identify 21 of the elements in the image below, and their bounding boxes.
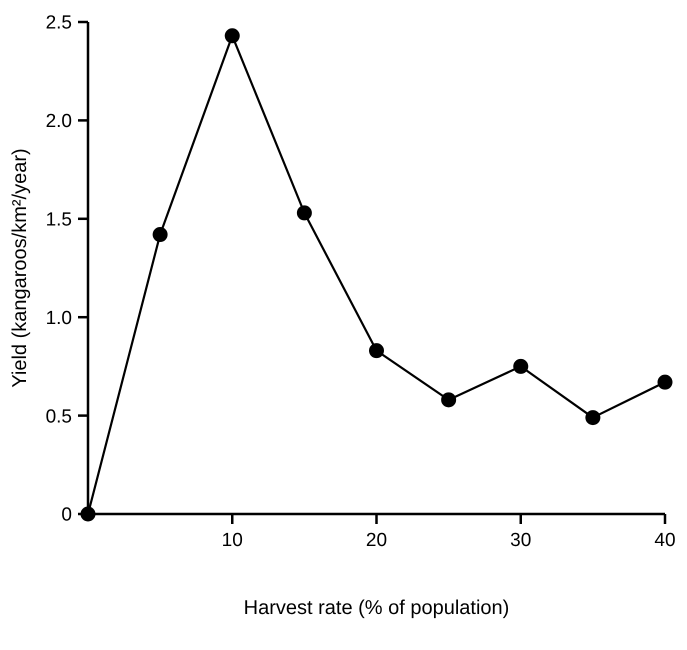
x-axis-title: Harvest rate (% of population) (244, 597, 510, 619)
y-tick-label: 1.5 (46, 209, 72, 230)
y-axis-title: Yield (kangaroos/km²/year) (9, 148, 31, 388)
x-tick-label: 10 (222, 530, 243, 551)
y-tick-label: 0 (61, 504, 72, 526)
point (658, 374, 672, 390)
point (585, 410, 600, 426)
point (513, 358, 528, 374)
y-tick-label: 0.5 (46, 406, 72, 428)
point (441, 392, 456, 408)
point (152, 227, 168, 242)
point (369, 343, 384, 358)
point (80, 506, 96, 522)
y-tick-label: 2.0 (46, 111, 72, 132)
y-tick-label: 1.0 (46, 308, 72, 329)
x-tick-label: 40 (654, 530, 676, 551)
x-tick-label: 30 (510, 530, 532, 551)
point (224, 28, 240, 44)
point (296, 205, 312, 220)
x-tick-label: 20 (366, 530, 388, 551)
y-tick-label: 2.5 (46, 12, 72, 34)
